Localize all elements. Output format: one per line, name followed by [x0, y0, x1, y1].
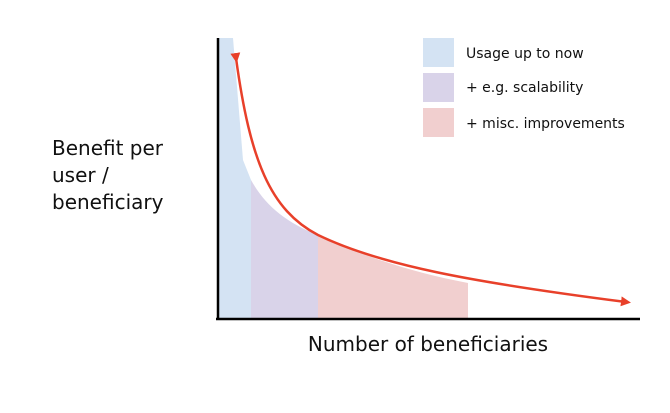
y-axis-label-line-3: beneficiary	[52, 190, 164, 214]
region-usage-up-to-now	[218, 38, 251, 318]
region-scalability	[251, 180, 318, 318]
legend-label-misc: + misc. improvements	[466, 116, 625, 132]
region-misc-improvements	[318, 235, 468, 318]
legend-label-scalability: + e.g. scalability	[466, 80, 583, 96]
legend: Usage up to now + e.g. scalability + mis…	[423, 38, 625, 137]
benefit-curve	[230, 52, 631, 307]
x-axis-label: Number of beneficiaries	[308, 332, 548, 356]
legend-swatch-scalability	[423, 73, 454, 102]
legend-swatch-misc	[423, 108, 454, 137]
legend-swatch-usage	[423, 38, 454, 67]
y-axis-label-line-2: user /	[52, 163, 109, 187]
legend-label-usage: Usage up to now	[466, 46, 584, 62]
y-axis-label-line-1: Benefit per	[52, 136, 164, 160]
